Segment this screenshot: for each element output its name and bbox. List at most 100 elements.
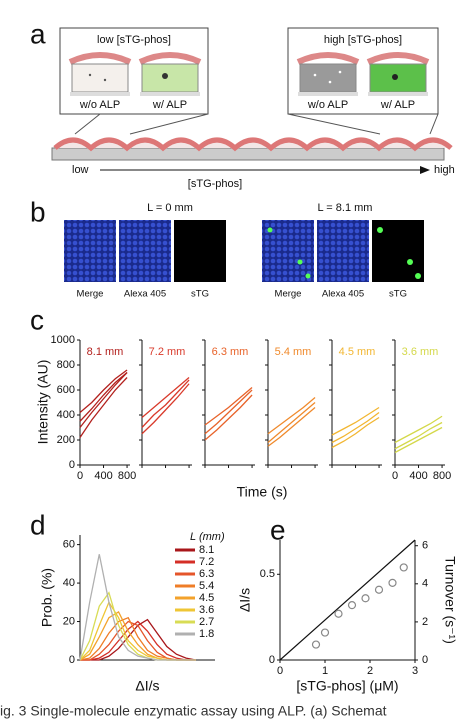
panel-label: d: [30, 509, 46, 540]
axis: [331, 340, 382, 466]
axis: [204, 340, 255, 466]
subplot-title: 3.6 mm: [402, 346, 439, 358]
y2-tick-label: 2: [422, 616, 428, 628]
box-title: low [sTG-phos]: [97, 34, 171, 46]
y-axis-label: ΔI/s: [237, 588, 253, 612]
y-axis-label: Intensity (AU): [35, 360, 51, 445]
x-tick-label: 2: [367, 665, 373, 677]
data-line: [394, 421, 443, 450]
data-line: [267, 397, 316, 435]
panel-label: c: [30, 304, 44, 335]
x-axis-label: ΔI/s: [135, 678, 159, 694]
y-tick-label: 0: [69, 459, 75, 471]
point: [374, 585, 384, 594]
box-title: high [sTG-phos]: [324, 34, 402, 46]
data-line: [141, 383, 190, 435]
x-tick-label: 1: [322, 665, 328, 677]
condition-title: L = 0 mm: [147, 202, 193, 214]
x-tick-label: 0: [77, 470, 83, 482]
legend-label: 5.4: [199, 580, 214, 592]
legend-label: 4.5: [199, 592, 214, 604]
axis-label: low: [72, 164, 89, 176]
data-line: [79, 372, 128, 422]
image-label: sTG: [191, 289, 209, 300]
data-line: [79, 372, 128, 428]
legend-label: 8.1: [199, 544, 214, 556]
box-label: w/o ALP: [307, 99, 348, 111]
axis: [267, 340, 318, 466]
box-label: w/ ALP: [380, 99, 415, 111]
data-line: [141, 379, 190, 428]
data-line: [204, 387, 253, 426]
y-tick-label: 60: [63, 539, 75, 551]
chip: [51, 113, 453, 161]
legend-label: 2.7: [199, 616, 214, 628]
data-line: [80, 620, 196, 661]
y-tick-label: 40: [63, 577, 75, 589]
data-line: [331, 411, 380, 444]
image-label: sTG: [389, 289, 407, 300]
y2-axis-label: Turnover (s⁻¹): [442, 556, 458, 644]
x-tick-label: 800: [118, 470, 136, 482]
y-tick-label: 0: [269, 654, 275, 666]
data-line: [79, 377, 128, 438]
data-line: [141, 377, 190, 418]
micrographs: [64, 220, 424, 282]
x-tick-label: 3: [412, 665, 418, 677]
data-line: [204, 389, 253, 435]
y2-tick-label: 4: [422, 578, 428, 590]
y-tick-label: 200: [57, 434, 75, 446]
data-line: [267, 402, 316, 443]
y-tick-label: 20: [63, 615, 75, 627]
y2-tick-label: 6: [422, 540, 428, 552]
data-line: [394, 426, 443, 454]
point: [361, 594, 370, 603]
y-tick-label: 400: [57, 409, 75, 421]
subplot-title: 4.5 mm: [339, 346, 376, 358]
subplot-title: 5.4 mm: [275, 346, 312, 358]
image-label: Alexa 405: [322, 289, 364, 300]
axis-label: [sTG-phos]: [188, 178, 242, 190]
y2-tick-label: 0: [422, 654, 428, 666]
data-line: [79, 554, 196, 661]
box-label: w/o ALP: [79, 99, 120, 111]
subplot-title: 6.3 mm: [212, 346, 249, 358]
point: [311, 640, 321, 649]
legend-label: 3.6: [199, 604, 214, 616]
panel-label: b: [30, 196, 46, 227]
data-line: [204, 394, 253, 441]
subplot-title: 7.2 mm: [149, 346, 186, 358]
point: [334, 609, 343, 618]
panel-label: a: [30, 18, 46, 49]
axis-label: high: [434, 164, 455, 176]
image-label: Alexa 405: [124, 289, 166, 300]
y-axis-label: Prob. (%): [39, 568, 55, 627]
box-label: w/ ALP: [152, 99, 187, 111]
high-box: [287, 27, 439, 115]
y-tick-label: 800: [57, 359, 75, 371]
point: [347, 601, 357, 610]
image-label: Merge: [77, 289, 104, 300]
x-tick-label: 0: [277, 665, 283, 677]
point: [399, 563, 408, 572]
x-tick-label: 0: [392, 470, 398, 482]
data-line: [267, 407, 316, 447]
x-axis-label: Time (s): [237, 484, 288, 500]
data-line: [79, 369, 128, 413]
data-line: [394, 415, 443, 444]
y-tick-label: 0: [69, 654, 75, 666]
y-tick-label: 0.5: [260, 568, 275, 580]
low-box: [59, 27, 209, 115]
caption: ig. 3 Single-molecule enzymatic assay us…: [0, 703, 387, 719]
x-axis-label: [sTG-phos] (μM): [296, 678, 398, 694]
legend-label: 1.8: [199, 628, 214, 640]
x-tick-label: 800: [433, 470, 451, 482]
y-tick-label: 1000: [51, 334, 75, 346]
x-tick-label: 400: [94, 470, 112, 482]
legend-label: 6.3: [199, 568, 214, 580]
legend-label: 7.2: [199, 556, 214, 568]
panel-label: e: [270, 514, 286, 545]
subplot-title: 8.1 mm: [87, 346, 124, 358]
y-tick-label: 600: [57, 384, 75, 396]
